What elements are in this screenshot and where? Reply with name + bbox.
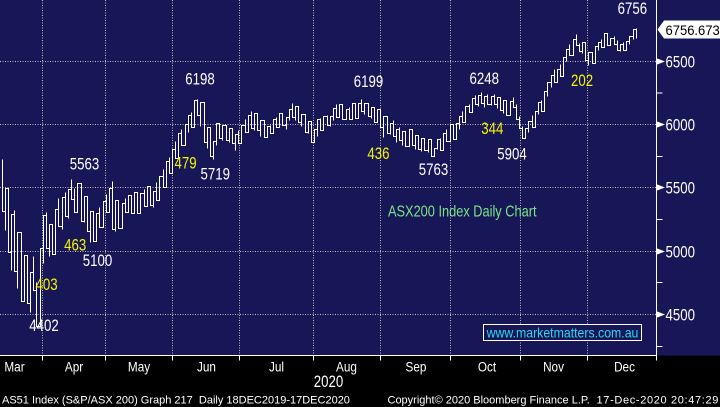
- svg-text:Oct: Oct: [478, 359, 497, 375]
- svg-text:www.marketmatters.com.au: www.marketmatters.com.au: [486, 325, 639, 341]
- svg-text:5763: 5763: [419, 161, 448, 180]
- svg-text:Nov: Nov: [543, 359, 564, 375]
- svg-text:ASX200 Index Daily Chart: ASX200 Index Daily Chart: [388, 203, 537, 221]
- svg-text:Mar: Mar: [4, 359, 25, 375]
- svg-text:5719: 5719: [200, 165, 229, 184]
- svg-text:6000: 6000: [666, 116, 695, 135]
- svg-text:479: 479: [174, 154, 196, 173]
- svg-text:Jul: Jul: [269, 359, 284, 375]
- svg-text:AS51 Index (S&P/ASX 200) Graph: AS51 Index (S&P/ASX 200) Graph 217 Daily…: [2, 395, 350, 407]
- svg-text:5000: 5000: [666, 243, 695, 262]
- svg-text:Aug: Aug: [336, 359, 357, 375]
- svg-text:4500: 4500: [666, 306, 695, 325]
- svg-text:Apr: Apr: [65, 359, 84, 375]
- svg-text:6756.673: 6756.673: [666, 22, 720, 38]
- svg-text:May: May: [128, 359, 151, 375]
- svg-text:5100: 5100: [83, 252, 112, 271]
- svg-text:17-Dec-2020 20:47:29: 17-Dec-2020 20:47:29: [597, 395, 719, 407]
- svg-text:5500: 5500: [666, 179, 695, 198]
- svg-text:Jun: Jun: [197, 359, 216, 375]
- svg-text:Sep: Sep: [406, 359, 427, 375]
- svg-text:6500: 6500: [666, 53, 695, 72]
- svg-text:5904: 5904: [497, 145, 527, 164]
- svg-text:Copyright© 2020 Bloomberg Fina: Copyright© 2020 Bloomberg Finance L.P.: [388, 395, 590, 407]
- svg-text:6199: 6199: [354, 73, 383, 92]
- svg-text:202: 202: [571, 72, 593, 91]
- svg-text:463: 463: [64, 236, 86, 255]
- svg-text:344: 344: [481, 120, 504, 139]
- svg-text:6248: 6248: [469, 70, 498, 89]
- svg-text:403: 403: [35, 276, 57, 295]
- svg-text:6198: 6198: [185, 70, 214, 89]
- svg-text:2020: 2020: [314, 373, 343, 392]
- svg-text:Dec: Dec: [614, 359, 635, 375]
- svg-text:4402: 4402: [29, 317, 58, 336]
- svg-text:436: 436: [367, 145, 389, 164]
- svg-text:6756: 6756: [618, 0, 647, 18]
- svg-text:5563: 5563: [70, 155, 99, 174]
